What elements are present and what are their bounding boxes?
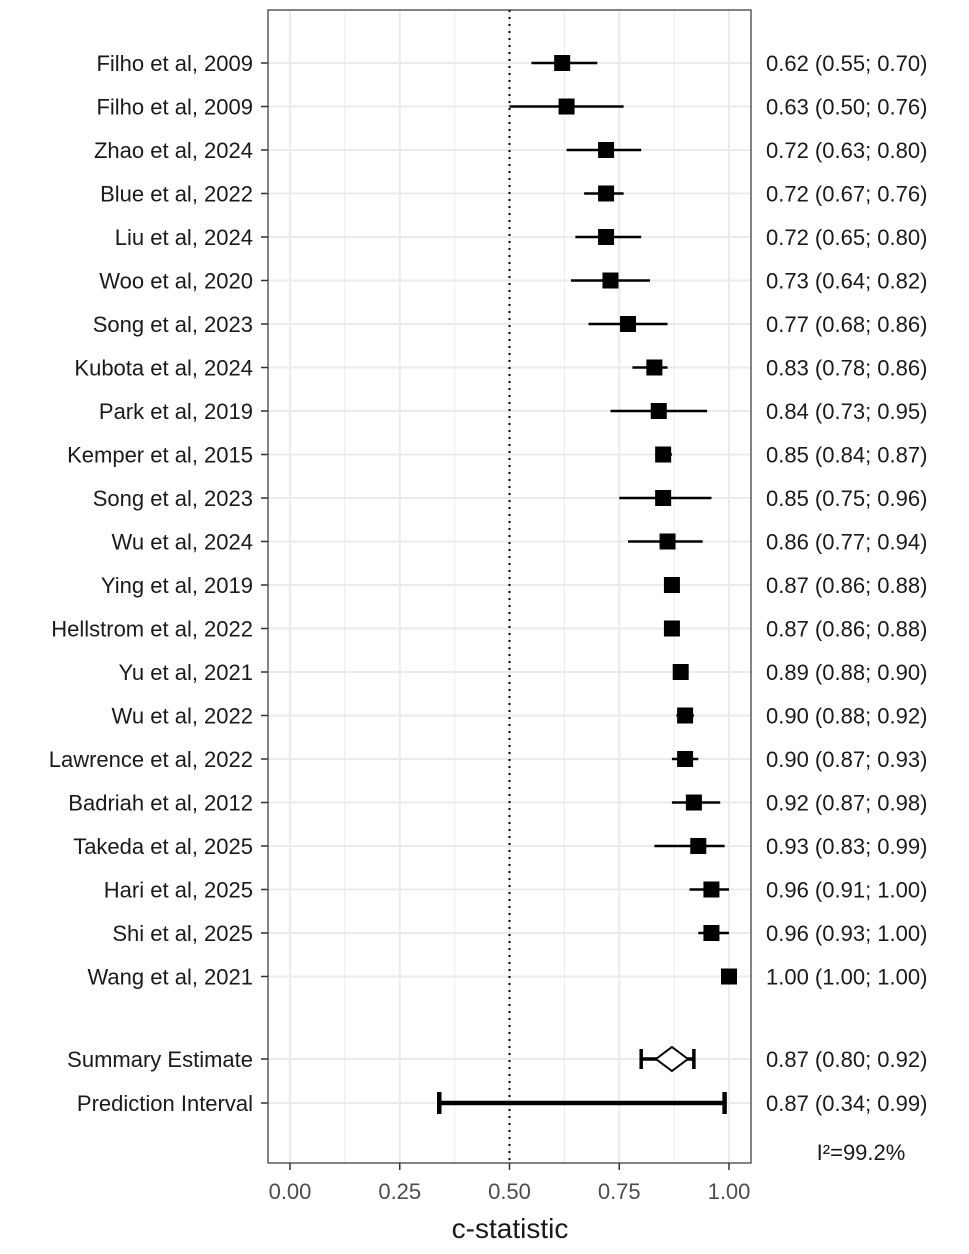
summary-label: Summary Estimate [67,1047,253,1072]
x-tick-label: 0.25 [378,1179,421,1204]
ci-text: 0.92 (0.87; 0.98) [766,791,927,816]
ci-text: 0.84 (0.73; 0.95) [766,399,927,424]
point-estimate [721,968,737,985]
ci-text: 0.72 (0.65; 0.80) [766,225,927,250]
ci-text: 1.00 (1.00; 1.00) [766,965,927,990]
point-estimate [598,185,615,202]
x-axis: 0.00 0.25 0.50 0.75 1.00 [269,1163,751,1204]
ci-text: 0.77 (0.68; 0.86) [766,312,927,337]
point-estimate [659,533,676,550]
study-label: Song et al, 2023 [93,312,253,337]
point-estimate [663,620,680,637]
summary-ci-text: 0.87 (0.80; 0.92) [766,1047,927,1072]
ci-text: 0.85 (0.84; 0.87) [766,443,927,468]
x-tick-label: 0.75 [598,1179,641,1204]
study-label: Song et al, 2023 [93,486,253,511]
ci-text: 0.63 (0.50; 0.76) [766,95,927,120]
study-labels: Filho et al, 2009 Filho et al, 2009 Zhao e… [49,51,268,1116]
x-tick-label: 1.00 [708,1179,751,1204]
x-axis-title: c-statistic [452,1213,569,1244]
point-estimate [620,316,637,332]
ci-text: 0.89 (0.88; 0.90) [766,660,927,685]
study-label: Filho et al, 2009 [96,51,253,76]
point-estimate [655,446,672,463]
ci-text: 0.96 (0.93; 1.00) [766,921,927,946]
point-estimate [598,142,615,158]
ci-text: 0.90 (0.88; 0.92) [766,704,927,729]
study-label: Woo et al, 2020 [99,269,253,294]
marks [437,55,737,1114]
ci-text: 0.90 (0.87; 0.93) [766,747,927,772]
ci-labels: 0.62 (0.55; 0.70) 0.63 (0.50; 0.76) 0.72 (… [766,51,927,1116]
ci-text: 0.83 (0.78; 0.86) [766,356,927,381]
ci-text: 0.72 (0.67; 0.76) [766,182,927,207]
study-label: Badriah et al, 2012 [68,791,253,816]
point-estimate [703,925,720,941]
study-label: Yu et al, 2021 [118,660,253,685]
ci-text: 0.72 (0.63; 0.80) [766,138,927,163]
study-label: Liu et al, 2024 [115,225,253,250]
point-estimate [655,490,672,506]
point-estimate [598,229,615,245]
ci-text: 0.87 (0.86; 0.88) [766,573,927,598]
study-label: Hellstrom et al, 2022 [51,617,253,642]
point-estimate [646,359,663,376]
study-label: Takeda et al, 2025 [73,834,253,859]
heterogeneity-label: I²=99.2% [817,1140,906,1165]
ci-text: 0.62 (0.55; 0.70) [766,51,927,76]
prediction-interval-label: Prediction Interval [77,1091,253,1116]
point-estimate [602,272,619,289]
point-estimate [677,751,694,767]
x-tick-label: 0.50 [488,1179,531,1204]
x-tick-label: 0.00 [269,1179,312,1204]
point-estimate [663,577,680,593]
study-label: Lawrence et al, 2022 [49,747,253,772]
prediction-interval-ci-text: 0.87 (0.34; 0.99) [766,1091,927,1116]
study-label: Kubota et al, 2024 [74,356,253,381]
summary-diamond [654,1045,690,1073]
study-label: Shi et al, 2025 [112,921,253,946]
point-estimate [703,881,720,898]
point-estimate [685,794,702,811]
point-estimate [677,707,694,724]
point-estimate [650,403,667,419]
study-label: Wang et al, 2021 [87,965,253,990]
point-estimate [554,55,571,71]
ci-text: 0.93 (0.83; 0.99) [766,834,927,859]
ci-text: 0.85 (0.75; 0.96) [766,486,927,511]
study-label: Zhao et al, 2024 [94,138,253,163]
study-label: Kemper et al, 2015 [67,443,253,468]
ci-text: 0.73 (0.64; 0.82) [766,269,927,294]
study-label: Wu et al, 2022 [112,704,253,729]
study-label: Hari et al, 2025 [104,878,253,903]
study-label: Park et al, 2019 [99,399,253,424]
study-label: Blue et al, 2022 [100,182,253,207]
point-estimate [558,98,575,115]
point-estimate [690,838,707,854]
ci-text: 0.96 (0.91; 1.00) [766,878,927,903]
study-label: Filho et al, 2009 [96,95,253,120]
study-label: Ying et al, 2019 [101,573,253,598]
ci-text: 0.86 (0.77; 0.94) [766,530,927,555]
point-estimate [672,664,689,680]
study-label: Wu et al, 2024 [112,530,253,555]
ci-text: 0.87 (0.86; 0.88) [766,617,927,642]
